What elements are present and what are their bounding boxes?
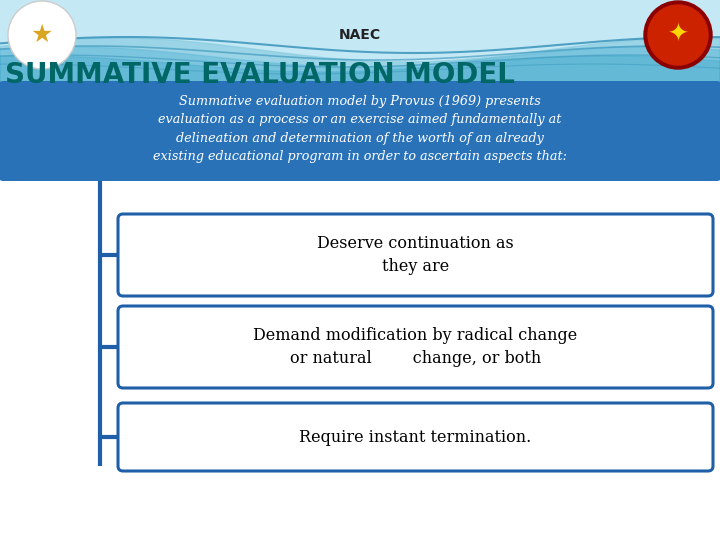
- Circle shape: [644, 1, 712, 69]
- Circle shape: [8, 1, 76, 69]
- Text: Demand modification by radical change
or natural        change, or both: Demand modification by radical change or…: [253, 327, 577, 367]
- Bar: [0, 110, 720, 540]
- Text: ✦: ✦: [667, 23, 688, 47]
- FancyBboxPatch shape: [118, 403, 713, 471]
- Text: NAEC: NAEC: [339, 28, 381, 42]
- Text: SUMMATIVE EVALUATION MODEL: SUMMATIVE EVALUATION MODEL: [5, 61, 515, 89]
- Text: Summative evaluation model by Provus (1969) presents
evaluation as a process or : Summative evaluation model by Provus (19…: [153, 94, 567, 163]
- FancyBboxPatch shape: [118, 306, 713, 388]
- Text: ★: ★: [31, 23, 53, 47]
- Text: Deserve continuation as
they are: Deserve continuation as they are: [317, 235, 514, 275]
- FancyBboxPatch shape: [118, 214, 713, 296]
- FancyBboxPatch shape: [0, 81, 720, 181]
- Circle shape: [648, 5, 708, 65]
- Text: Require instant termination.: Require instant termination.: [300, 429, 531, 446]
- Bar: [0, 0, 720, 110]
